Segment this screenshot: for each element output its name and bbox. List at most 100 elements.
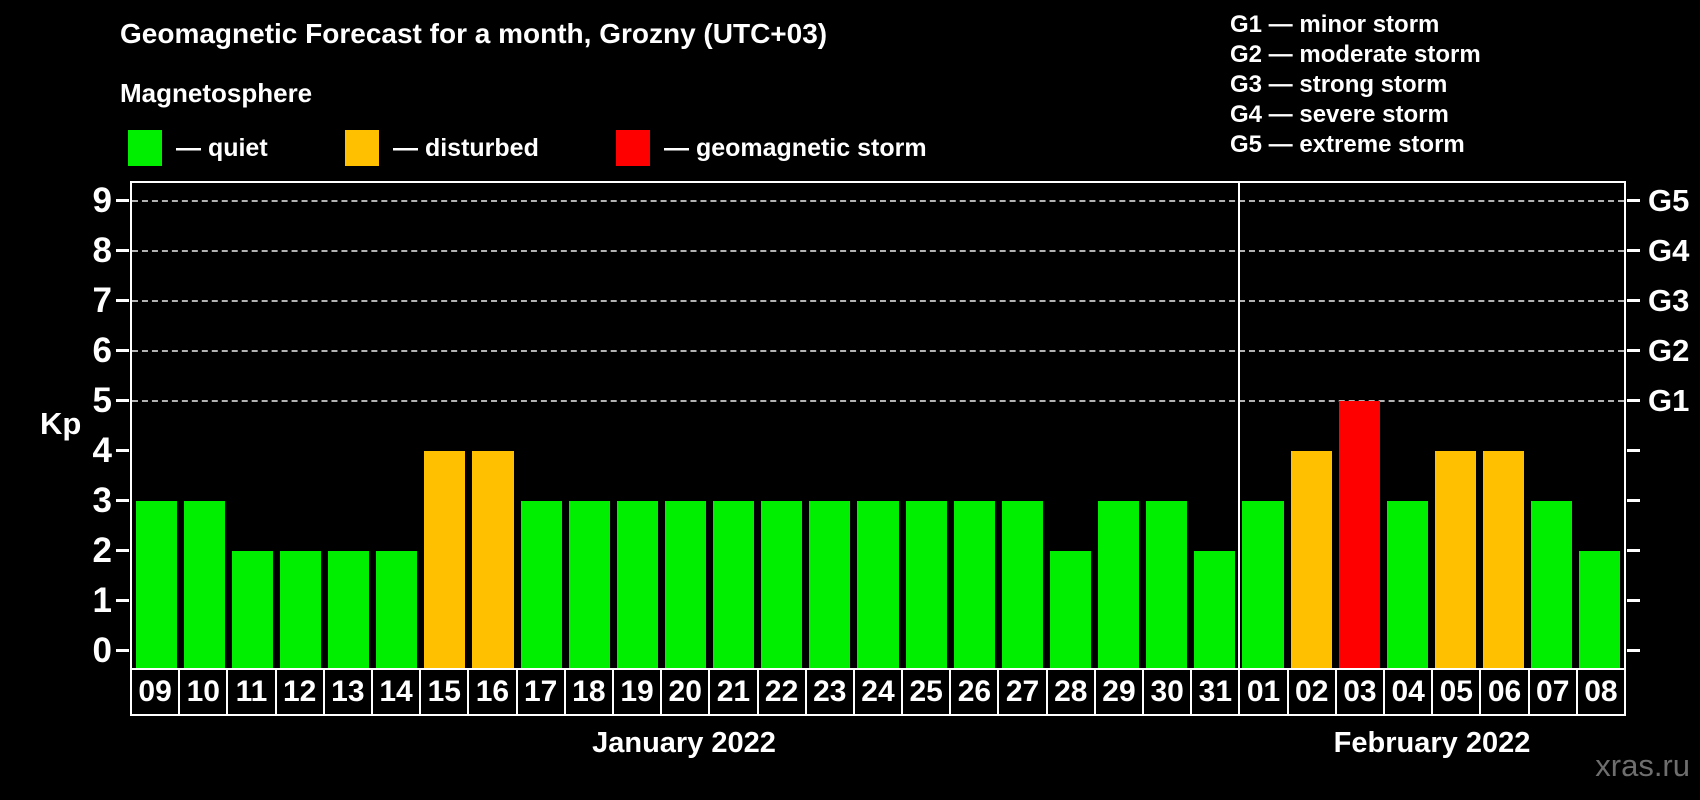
day-label-23: 23 (806, 670, 853, 714)
y-tick-right-0 (1627, 649, 1640, 653)
bar-day-26 (953, 500, 995, 668)
y-tick-right-6 (1627, 349, 1640, 353)
y-tick-right-5 (1627, 399, 1640, 403)
bar-day-08 (1579, 550, 1621, 668)
day-label-28: 28 (1047, 670, 1094, 714)
bar-day-30 (1146, 500, 1188, 668)
day-label-16: 16 (469, 670, 516, 714)
plot-area (130, 181, 1626, 670)
bar-day-24 (857, 500, 899, 668)
y-tick-left-9 (116, 199, 129, 203)
bar-day-14 (376, 550, 418, 668)
g-axis-label-g1: G1 (1648, 382, 1690, 418)
y-tick-label-8: 8 (92, 230, 112, 270)
bar-day-03 (1338, 400, 1380, 668)
y-tick-left-8 (116, 249, 129, 253)
bar-day-29 (1098, 500, 1140, 668)
y-axis-label: Kp (40, 406, 82, 441)
gridline-kp-9 (132, 199, 1624, 202)
day-label-30: 30 (1144, 670, 1191, 714)
bar-day-01 (1242, 500, 1284, 668)
magnetosphere-label: Magnetosphere (120, 78, 313, 108)
g-axis-label-g2: G2 (1648, 332, 1690, 368)
y-tick-left-2 (116, 549, 129, 553)
g-legend-line-g5: G5 — extreme storm (1230, 131, 1465, 158)
day-label-04: 04 (1385, 670, 1432, 714)
y-tick-label-6: 6 (92, 330, 112, 370)
day-label-22: 22 (758, 670, 805, 714)
bar-day-15 (424, 450, 466, 668)
day-label-29: 29 (1095, 670, 1143, 714)
day-label-09: 09 (132, 670, 179, 714)
day-label-12: 12 (276, 670, 323, 714)
month-separator (1237, 183, 1240, 668)
day-label-26: 26 (951, 670, 998, 714)
bar-day-23 (809, 500, 851, 668)
bar-day-21 (713, 500, 755, 668)
bar-day-04 (1386, 500, 1428, 668)
y-tick-right-7 (1627, 299, 1640, 303)
bar-day-17 (520, 500, 562, 668)
legend-label-quiet: — quiet (176, 133, 268, 162)
storm-color-swatch (616, 130, 650, 166)
bar-day-22 (761, 500, 803, 668)
quiet-color-swatch (128, 130, 162, 166)
y-tick-left-4 (116, 449, 129, 453)
legend-item-disturbed: — disturbed (345, 128, 539, 168)
watermark: xras.ru (1595, 748, 1690, 783)
chart-title: Geomagnetic Forecast for a month, Grozny… (120, 18, 828, 49)
gridline-kp-5 (132, 399, 1624, 402)
y-tick-left-1 (116, 599, 129, 603)
bar-day-28 (1049, 550, 1092, 668)
bar-day-05 (1434, 450, 1477, 668)
y-tick-right-9 (1627, 199, 1640, 203)
y-tick-label-3: 3 (92, 480, 112, 520)
day-label-05: 05 (1433, 670, 1480, 714)
day-label-02: 02 (1288, 670, 1335, 714)
bar-day-07 (1531, 500, 1573, 668)
y-tick-left-7 (116, 299, 129, 303)
day-label-11: 11 (228, 670, 275, 714)
legend-label-disturbed: — disturbed (393, 133, 539, 162)
bar-day-16 (472, 450, 514, 668)
y-tick-right-2 (1627, 549, 1640, 553)
y-tick-left-5 (116, 399, 129, 403)
y-tick-left-3 (116, 499, 129, 503)
y-tick-right-8 (1627, 249, 1640, 253)
bar-day-27 (1001, 500, 1043, 668)
y-tick-label-9: 9 (92, 180, 112, 220)
y-tick-left-6 (116, 349, 129, 353)
g-legend-line-g1: G1 — minor storm (1230, 11, 1440, 38)
gridline-kp-6 (132, 349, 1624, 352)
legend-item-storm: — geomagnetic storm (616, 128, 927, 168)
day-label-15: 15 (421, 670, 468, 714)
y-tick-right-4 (1627, 449, 1640, 453)
bar-day-20 (664, 500, 707, 668)
day-label-07: 07 (1529, 670, 1576, 714)
bar-day-02 (1290, 450, 1332, 668)
g-legend-line-g4: G4 — severe storm (1230, 101, 1449, 128)
month-label-february: February 2022 (1333, 727, 1531, 759)
g-axis-label-g4: G4 (1648, 232, 1690, 268)
day-label-01: 01 (1240, 670, 1287, 714)
y-tick-label-5: 5 (92, 380, 112, 420)
day-label-03: 03 (1336, 670, 1384, 714)
month-label-january: January 2022 (592, 727, 776, 759)
g-legend-line-g3: G3 — strong storm (1230, 71, 1448, 98)
y-tick-left-0 (116, 649, 129, 653)
y-tick-right-1 (1627, 599, 1640, 603)
day-label-14: 14 (372, 670, 420, 714)
day-label-31: 31 (1192, 670, 1239, 714)
y-tick-label-0: 0 (92, 630, 112, 670)
day-label-17: 17 (517, 670, 564, 714)
bar-day-12 (279, 550, 321, 668)
gridline-kp-8 (132, 249, 1624, 252)
day-label-06: 06 (1481, 670, 1528, 714)
y-tick-label-4: 4 (92, 430, 112, 470)
bar-day-31 (1194, 550, 1236, 668)
day-label-21: 21 (710, 670, 757, 714)
bar-day-13 (328, 550, 370, 668)
day-label-20: 20 (662, 670, 709, 714)
day-label-27: 27 (999, 670, 1046, 714)
